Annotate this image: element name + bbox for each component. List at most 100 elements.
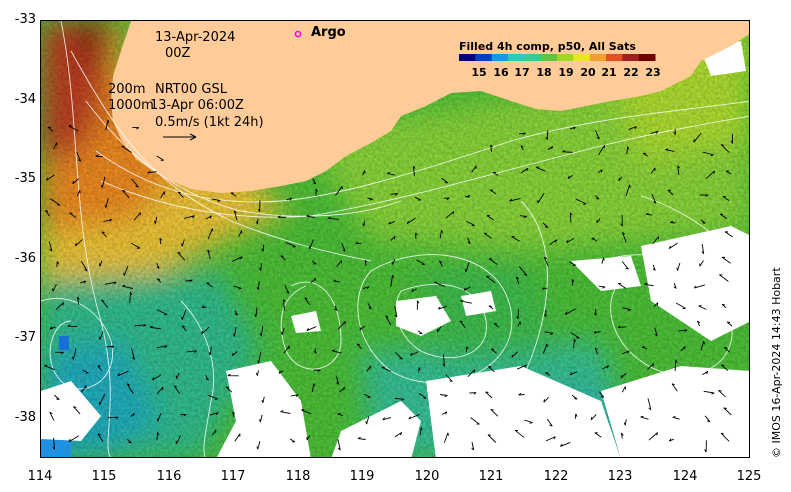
velocity-arrow <box>704 415 711 423</box>
scale-vector-arrow <box>163 133 197 141</box>
velocity-arrow <box>160 191 165 199</box>
velocity-arrow <box>104 197 109 208</box>
velocity-arrow <box>644 282 654 287</box>
argo-float-marker[interactable] <box>294 30 302 38</box>
scale-vector-label: 0.5m/s (1kt 24h) <box>155 115 264 130</box>
legend-tick: 17 <box>514 66 530 79</box>
velocity-arrow <box>445 374 453 382</box>
velocity-arrow <box>702 151 714 157</box>
velocity-arrow <box>123 265 129 276</box>
velocity-arrow <box>516 309 519 320</box>
current-contours <box>41 21 749 457</box>
velocity-arrow <box>700 341 705 351</box>
velocity-arrow <box>647 363 655 370</box>
velocity-arrow <box>77 296 80 305</box>
velocity-arrow <box>647 398 652 411</box>
velocity-arrow <box>418 393 427 399</box>
velocity-arrow <box>286 197 293 201</box>
velocity-arrow <box>654 327 658 337</box>
velocity-arrow <box>186 350 197 353</box>
velocity-arrow <box>574 413 578 419</box>
velocity-arrow <box>640 415 649 420</box>
velocity-arrow <box>175 435 181 445</box>
velocity-arrow <box>519 215 527 219</box>
velocity-arrow <box>693 132 702 143</box>
velocity-arrow <box>391 259 396 265</box>
velocity-arrow <box>416 300 420 310</box>
velocity-arrow <box>543 396 549 403</box>
velocity-arrow <box>339 386 345 393</box>
velocity-arrow <box>130 242 141 249</box>
colour-bar-swatch <box>606 54 623 61</box>
velocity-arrow <box>337 412 343 417</box>
velocity-arrow <box>117 370 129 377</box>
velocity-arrow <box>121 145 132 153</box>
velocity-arrow <box>617 283 627 289</box>
velocity-arrow <box>622 307 631 312</box>
velocity-arrow <box>493 323 500 328</box>
velocity-arrow <box>283 299 286 311</box>
velocity-arrow <box>674 359 678 372</box>
velocity-arrow <box>590 414 597 421</box>
velocity-arrow <box>459 320 466 328</box>
velocity-arrow <box>208 347 212 356</box>
velocity-arrow <box>594 432 602 438</box>
velocity-arrow <box>69 212 77 218</box>
velocity-arrow <box>56 261 60 267</box>
velocity-arrow <box>562 150 573 153</box>
velocity-arrow <box>257 200 261 213</box>
velocity-arrow <box>518 132 526 136</box>
velocity-arrow <box>232 411 236 417</box>
velocity-arrow <box>665 148 675 152</box>
velocity-arrow <box>207 394 218 400</box>
velocity-arrow <box>703 390 715 395</box>
velocity-arrow <box>206 282 213 288</box>
velocity-arrow <box>676 302 686 309</box>
velocity-arrow <box>233 326 237 337</box>
velocity-arrow <box>156 345 168 349</box>
colour-bar-swatch <box>459 54 476 61</box>
velocity-arrow <box>306 326 317 332</box>
velocity-arrow <box>721 364 728 371</box>
velocity-arrow <box>53 394 60 400</box>
legend-title: Filled 4h comp, p50, All Sats <box>459 40 636 53</box>
velocity-arrow <box>439 229 444 239</box>
velocity-arrow <box>156 263 160 269</box>
velocity-arrow <box>483 232 492 239</box>
velocity-arrow <box>621 261 629 270</box>
velocity-arrow <box>671 383 678 392</box>
velocity-arrow <box>366 365 372 372</box>
velocity-arrow <box>130 412 135 417</box>
velocity-arrow <box>284 285 290 294</box>
velocity-arrow <box>596 217 601 224</box>
velocity-arrow <box>225 386 233 393</box>
colour-bar-swatch <box>638 54 656 61</box>
velocity-arrow <box>719 213 728 220</box>
velocity-arrow <box>569 212 573 223</box>
velocity-arrow <box>490 348 497 354</box>
y-tick-label: -38 <box>14 410 36 425</box>
x-tick-label: 120 <box>414 469 440 484</box>
velocity-arrow <box>594 308 597 316</box>
velocity-arrow <box>289 438 296 443</box>
velocity-arrow <box>73 406 81 415</box>
sst-map[interactable] <box>40 20 750 458</box>
x-tick-label: 114 <box>27 469 53 484</box>
velocity-arrow <box>696 320 701 327</box>
cold-patch <box>59 336 69 350</box>
velocity-arrow <box>306 435 311 441</box>
velocity-arrow <box>227 373 239 377</box>
sst-map-canvas <box>41 21 749 457</box>
velocity-arrow <box>211 429 217 436</box>
velocity-arrow <box>471 442 475 451</box>
velocity-arrow <box>642 152 648 157</box>
velocity-arrow <box>648 432 659 441</box>
velocity-arrow <box>277 215 287 218</box>
legend-tick: 15 <box>471 66 487 79</box>
velocity-arrow <box>280 255 286 261</box>
velocity-arrow <box>231 351 238 357</box>
velocity-arrow <box>672 416 680 420</box>
x-tick-label: 117 <box>220 469 246 484</box>
velocity-arrow <box>412 165 416 177</box>
velocity-arrow <box>156 413 162 422</box>
